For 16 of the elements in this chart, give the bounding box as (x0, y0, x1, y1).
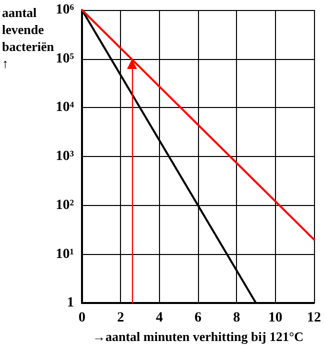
y-tick-label: 10⁵ (56, 51, 74, 66)
y-tick-label: 1 (67, 296, 74, 311)
y-axis-title: aantal levende bacteriën ↑ (2, 5, 55, 71)
y-tick-label: 10² (56, 198, 74, 213)
x-tick-label: 8 (233, 310, 240, 326)
x-tick-label: 2 (117, 310, 124, 326)
x-tick-label: 12 (307, 310, 321, 326)
y-tick-label: 10³ (56, 149, 74, 164)
y-tick-label: 10¹ (56, 246, 74, 262)
y-tick-label: 10⁶ (56, 2, 74, 18)
y-tick-label: 10⁴ (56, 100, 75, 116)
x-tick-label: 10 (268, 310, 282, 326)
x-tick-label: 4 (156, 310, 163, 326)
x-axis-title: →aantal minuten verhitting bij 121°C (92, 329, 304, 344)
x-tick-label: 0 (78, 310, 86, 326)
x-tick-label: 6 (194, 310, 202, 326)
